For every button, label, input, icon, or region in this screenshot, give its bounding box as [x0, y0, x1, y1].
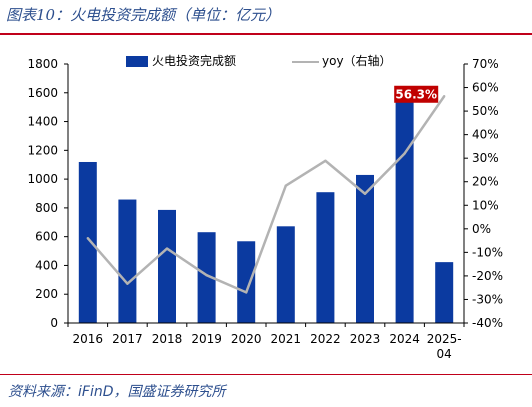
yoy-point [86, 237, 90, 240]
chart-title: 图表10：火电投资完成额（单位：亿元） [6, 6, 281, 24]
source-note: 资料来源：iFinD，国盛证券研究所 [8, 384, 226, 400]
right-tick-label: 30% [472, 151, 499, 165]
left-tick-label: 1600 [27, 86, 58, 100]
yoy-point [245, 291, 248, 294]
right-tick-label: -10% [472, 245, 503, 259]
x-tick-label: 2016 [73, 332, 104, 346]
bar-series [78, 94, 454, 323]
right-tick-label: 10% [472, 198, 499, 212]
left-axis: 0 200 400 600 800 1000 1200 1400 1600 1800 [27, 57, 69, 330]
left-tick-label: 800 [35, 201, 58, 215]
left-tick-label: 1800 [27, 57, 58, 71]
right-tick-label: 50% [472, 104, 499, 118]
chart-legend: 火电投资完成额 yoy（右轴） [126, 53, 392, 68]
left-tick-label: 400 [35, 258, 58, 272]
right-tick-label: -30% [472, 292, 503, 306]
right-tick-label: 70% [472, 57, 499, 71]
yoy-point [324, 159, 327, 162]
bar [118, 199, 137, 323]
x-tick-label: 2020 [231, 332, 262, 346]
yoy-point [403, 152, 406, 155]
x-tick-label: 2022 [310, 332, 341, 346]
bar [276, 226, 295, 323]
right-axis: -40% -30% -20% -10% 0% 10% 20% 30% 40% 50% 60% 70% [463, 57, 503, 330]
legend-bar-label: 火电投资完成额 [152, 53, 236, 68]
bar [435, 262, 454, 323]
left-tick-label: 200 [35, 287, 58, 301]
right-tick-label: 20% [472, 175, 499, 189]
x-tick-label: 2018 [152, 332, 183, 346]
left-tick-label: 600 [35, 230, 58, 244]
yoy-line [86, 95, 446, 294]
left-tick-label: 1000 [27, 172, 58, 186]
yoy-point [284, 184, 287, 187]
left-tick-label: 1400 [27, 115, 58, 129]
left-tick-label: 0 [50, 316, 58, 330]
bar [395, 94, 414, 323]
x-tick-label: 2017 [112, 332, 143, 346]
bar [316, 192, 335, 323]
right-tick-label: -40% [472, 316, 503, 330]
bar [78, 161, 97, 323]
x-tick-label: 2019 [191, 332, 222, 346]
yoy-point [126, 282, 129, 285]
x-axis: 2016 2017 2018 2019 2020 2021 2022 2023 2024 2025… [67, 322, 465, 361]
annotation-badge [394, 85, 439, 103]
yoy-point [443, 95, 446, 98]
x-tick-label: 04 [437, 347, 452, 361]
left-tick-label: 1200 [27, 143, 58, 157]
bar [237, 241, 256, 323]
yoy-point [205, 274, 208, 277]
annotation: 56.3% [394, 85, 439, 103]
right-tick-label: -20% [472, 269, 503, 283]
footer-divider [0, 374, 532, 375]
legend-line-label: yoy（右轴） [322, 53, 392, 68]
bar [158, 209, 176, 323]
x-tick-label: 2021 [271, 332, 302, 346]
legend-bar-swatch [126, 56, 148, 67]
right-tick-label: 40% [472, 128, 499, 142]
bar [197, 232, 216, 323]
title-divider [0, 33, 532, 35]
yoy-point [165, 247, 169, 250]
right-tick-label: 0% [472, 222, 491, 236]
x-tick-label: 2025- [427, 332, 462, 346]
yoy-point [363, 192, 367, 195]
x-tick-label: 2024 [389, 332, 420, 346]
yoy-line-series [86, 95, 446, 294]
right-tick-label: 60% [472, 81, 499, 95]
x-tick-label: 2023 [350, 332, 381, 346]
bar [356, 174, 374, 323]
annotation-label: 56.3% [395, 87, 437, 101]
